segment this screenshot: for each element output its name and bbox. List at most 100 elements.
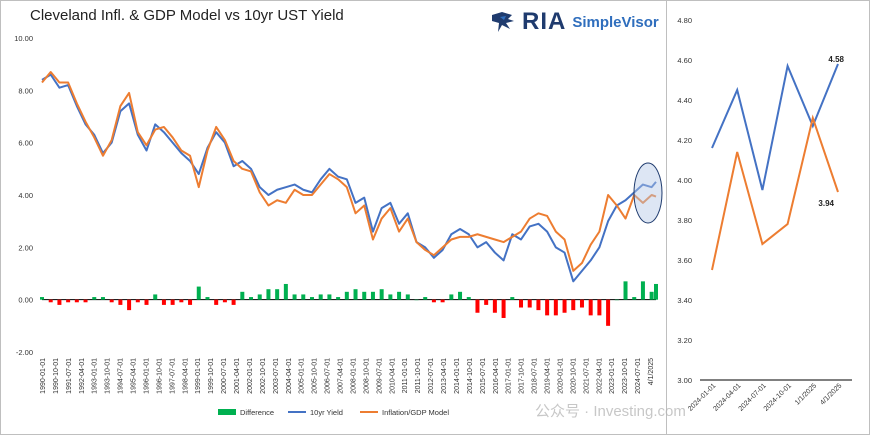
difference-bar — [614, 299, 619, 301]
x-tick-label: 2005-10-01 — [312, 358, 319, 394]
x-tick-label: 2002-10-01 — [260, 358, 267, 394]
x-tick-label: 1994-07-01 — [118, 358, 125, 394]
difference-bar — [48, 299, 53, 303]
difference-bar — [318, 294, 323, 300]
difference-bar — [423, 297, 428, 300]
watermark: 公众号 · Investing.com — [535, 403, 686, 420]
difference-bar — [118, 299, 123, 305]
x-tick-label: 2001-04-01 — [234, 358, 241, 394]
difference-bar — [66, 299, 71, 303]
difference-bar — [397, 291, 402, 300]
x-tick-label: 2009-07-01 — [376, 358, 383, 394]
difference-bar — [188, 299, 193, 305]
logo-ria-text: RIA — [522, 8, 567, 35]
model-data-label: 3.94 — [818, 199, 834, 208]
x-tick-label: 2019-04-01 — [545, 358, 552, 394]
x-tick-label: 2012-07-01 — [428, 358, 435, 394]
difference-bar — [632, 297, 637, 300]
y-tick-label: -2.00 — [16, 348, 33, 357]
x-tick-label: 1999-01-01 — [195, 358, 202, 394]
x-tick-label: 1996-01-01 — [143, 358, 150, 394]
zoom-yield-line — [711, 62, 839, 191]
x-tick-label: 1995-04-01 — [131, 358, 138, 394]
x-tick-label: 2005-01-01 — [299, 358, 306, 394]
difference-bar — [379, 289, 384, 300]
difference-bar — [571, 299, 576, 311]
difference-bar — [92, 297, 97, 300]
difference-bar — [545, 299, 550, 316]
x-tick-label: 2002-01-01 — [247, 358, 254, 394]
difference-bar — [562, 299, 567, 313]
x-tick-label: 1991-07-01 — [66, 358, 73, 394]
difference-bar — [458, 291, 463, 300]
x-tick-label: 2015-07-01 — [480, 358, 487, 394]
difference-bar — [501, 299, 506, 318]
y-tick-label: 4.00 — [18, 191, 33, 200]
difference-bar — [414, 299, 419, 301]
difference-bar — [179, 299, 184, 303]
difference-bar — [649, 291, 654, 300]
zoom-y-tick-label: 4.60 — [677, 56, 692, 65]
y-tick-label: 6.00 — [18, 139, 33, 148]
x-tick-label: 2007-04-01 — [338, 358, 345, 394]
difference-bar — [240, 291, 245, 300]
zoom-y-tick-label: 3.60 — [677, 256, 692, 265]
x-tick-label: 1993-01-01 — [92, 358, 99, 394]
difference-bar — [214, 299, 219, 305]
difference-bar — [153, 294, 158, 300]
x-tick-label: 2017-01-01 — [506, 358, 513, 394]
zoom-y-tick-label: 4.40 — [677, 96, 692, 105]
difference-bar — [640, 281, 645, 300]
x-tick-label: 2021-07-01 — [583, 358, 590, 394]
difference-bar — [536, 299, 541, 311]
x-tick-label: 2017-10-01 — [519, 358, 526, 394]
x-tick-label: 2011-01-01 — [402, 358, 409, 393]
x-tick-label: 2008-01-01 — [350, 358, 357, 394]
x-tick-label: 2023-10-01 — [622, 358, 629, 394]
yield-data-label: 4.58 — [828, 55, 844, 64]
difference-bar — [283, 283, 288, 300]
difference-bar — [205, 297, 210, 300]
difference-bar — [249, 297, 254, 300]
x-tick-label: 1992-04-01 — [79, 358, 86, 394]
difference-bar — [405, 294, 410, 300]
difference-bar — [510, 297, 515, 300]
x-tick-label: 2010-04-01 — [389, 358, 396, 394]
zoom-x-tick-label: 1/1/2025 — [794, 382, 818, 406]
zoom-y-tick-label: 3.00 — [677, 376, 692, 385]
difference-bar — [484, 299, 489, 305]
difference-bar — [388, 294, 393, 300]
logo-simplevisor-text: SimpleVisor — [572, 13, 659, 31]
x-tick-label: 2020-10-01 — [570, 358, 577, 394]
x-tick-label: 1998-04-01 — [182, 358, 189, 394]
zoom-y-tick-label: 3.20 — [677, 336, 692, 345]
difference-bar — [100, 297, 105, 300]
x-tick-label: 2000-07-01 — [221, 358, 228, 394]
x-tick-label: 2024-07-01 — [635, 358, 642, 394]
difference-bar — [623, 281, 628, 300]
legend-difference-swatch — [218, 409, 236, 415]
x-tick-label: 1996-10-01 — [156, 358, 163, 394]
x-tick-label: 2006-07-01 — [325, 358, 332, 394]
difference-bar — [449, 294, 454, 300]
x-tick-label: 2003-07-01 — [273, 358, 280, 394]
difference-bar — [527, 299, 532, 308]
difference-bar — [597, 299, 602, 316]
difference-bar — [83, 299, 88, 303]
zoom-y-tick-label: 4.00 — [677, 176, 692, 185]
zoom-y-tick-label: 4.80 — [677, 16, 692, 25]
difference-bar — [492, 299, 497, 313]
panel-divider — [666, 0, 667, 435]
difference-bar — [309, 297, 314, 300]
difference-bar — [127, 299, 132, 311]
legend-yield-label: 10yr Yield — [310, 408, 343, 417]
difference-bar — [266, 289, 271, 300]
difference-bar — [344, 291, 349, 300]
x-tick-label: 2023-01-01 — [609, 358, 616, 394]
x-tick-label: 2014-01-01 — [454, 358, 461, 394]
x-tick-label: 2022-04-01 — [596, 358, 603, 394]
highlight-ellipse — [633, 162, 663, 224]
difference-bar — [292, 294, 297, 300]
ria-logo: RIA SimpleVisor — [490, 8, 659, 36]
